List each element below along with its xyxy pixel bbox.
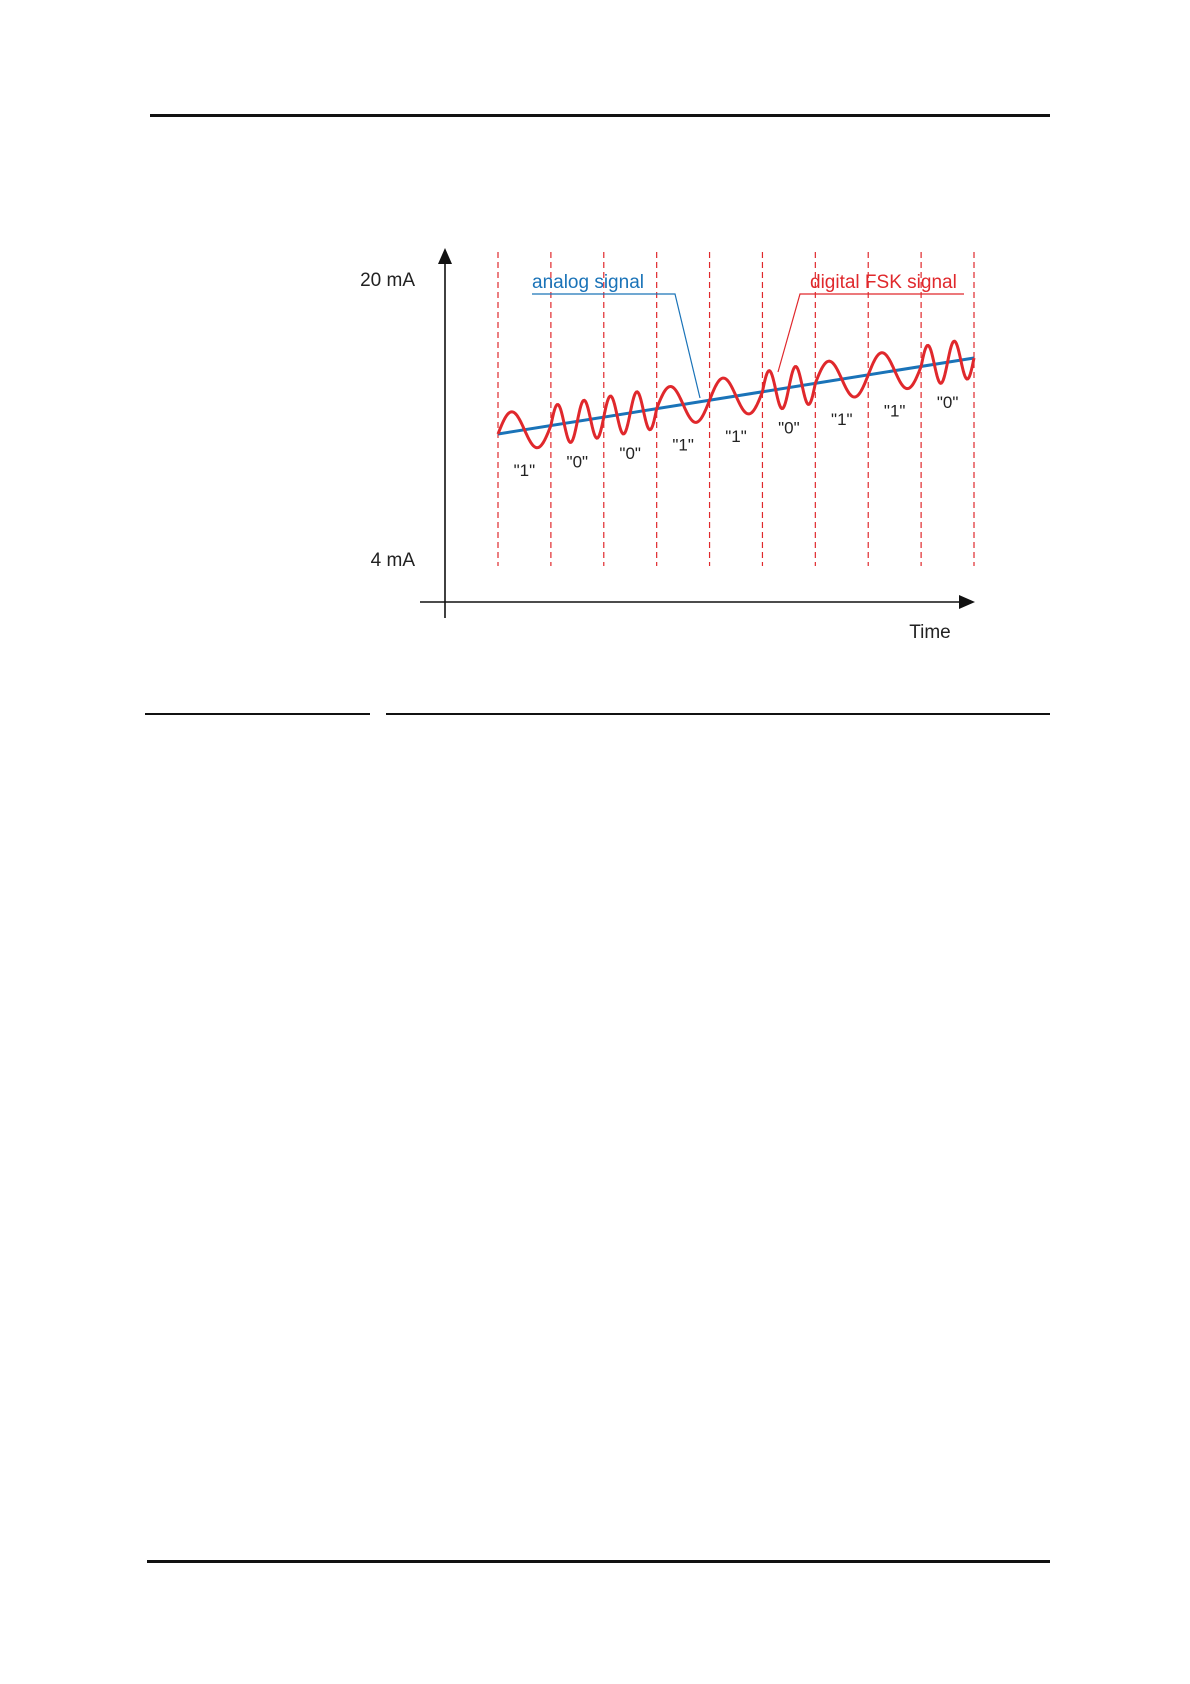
bit-label: "0" [567, 452, 589, 471]
digital-leader-line [777, 293, 964, 373]
analog-legend: analog signal [532, 272, 701, 399]
caption-rule-left [145, 713, 370, 715]
header-rule [150, 114, 1050, 117]
x-axis-arrow [959, 595, 975, 609]
bit-label: "1" [725, 427, 747, 446]
bit-label: "1" [831, 410, 853, 429]
y-axis-arrow [438, 248, 452, 264]
fsk-diagram: 20 mA 4 mA Time analog signal digital FS… [360, 248, 976, 643]
axes [420, 248, 975, 618]
digital-legend: digital FSK signal [777, 272, 964, 373]
bit-label: "0" [619, 444, 641, 463]
bit-label: "1" [514, 461, 536, 480]
footer-rule [147, 1560, 1050, 1563]
bit-boundary-lines [497, 252, 975, 566]
digital-legend-label: digital FSK signal [810, 272, 957, 293]
bit-label: "1" [884, 402, 906, 421]
bit-label: "1" [672, 435, 694, 454]
analog-legend-label: analog signal [532, 272, 644, 293]
bit-label: "0" [778, 419, 800, 438]
x-axis-label: Time [909, 622, 951, 643]
bit-labels: "1" "0" "0" "1" "1" "0" "1" "1" "0" [514, 393, 959, 480]
digital-fsk-signal [496, 339, 976, 450]
y-top-label: 20 mA [360, 270, 415, 291]
caption-rule-right [386, 713, 1050, 715]
y-bottom-label: 4 mA [371, 550, 416, 571]
bit-label: "0" [937, 393, 959, 412]
analog-leader-line [532, 293, 701, 399]
